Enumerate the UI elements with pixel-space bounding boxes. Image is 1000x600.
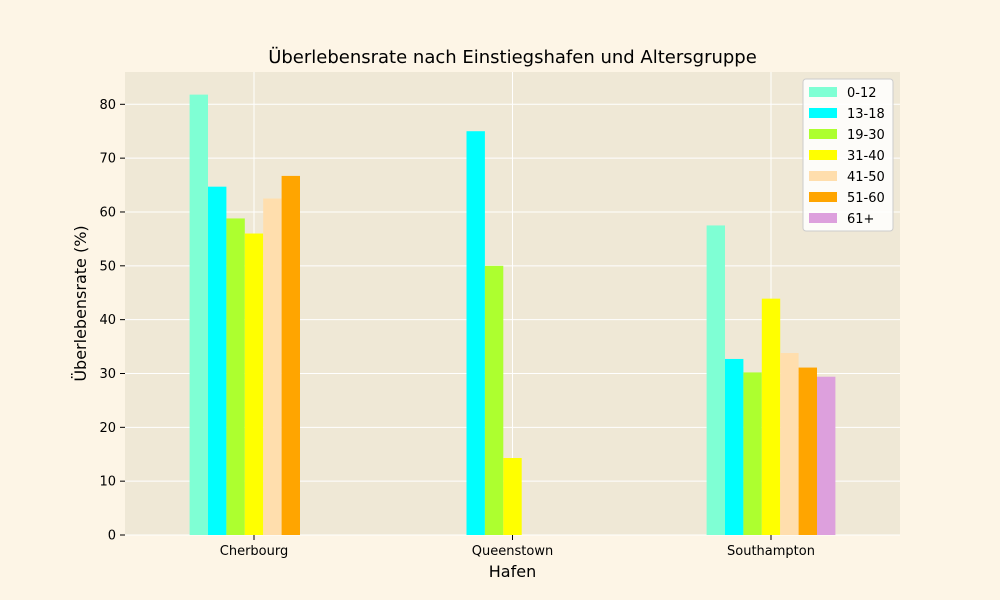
- bar-3140-southampton: [761, 298, 781, 535]
- legend-label: 19-30: [847, 128, 885, 143]
- axes: 0 10 20 30 40 50 60 70 80 Cherbourg Queenstown Sout…: [99, 98, 815, 559]
- y-tick-label: 20: [99, 421, 116, 436]
- y-tick-label: 0: [108, 529, 116, 544]
- y-tick-label: 60: [99, 205, 116, 220]
- bar-61-southampton: [817, 376, 836, 535]
- bar-1930-southampton: [743, 372, 762, 535]
- legend-label: 0-12: [847, 86, 877, 101]
- bar-3140-cherbourg: [244, 233, 264, 535]
- y-axis-title: Überlebensrate (%): [71, 225, 90, 381]
- legend-swatch: [809, 213, 837, 223]
- legend-label: 31-40: [847, 149, 885, 164]
- y-tick-label: 80: [99, 98, 116, 113]
- bar-1930-cherbourg: [226, 218, 245, 536]
- bar-012-southampton: [706, 225, 725, 536]
- bars: [189, 94, 836, 536]
- y-tick-label: 40: [99, 313, 116, 328]
- bar-1318-southampton: [725, 358, 744, 535]
- chart-title: Überlebensrate nach Einstiegshafen und A…: [268, 46, 757, 68]
- legend-label: 41-50: [847, 170, 885, 185]
- legend: 0-12 13-18 19-30 31-40 41-50 51-60 61+: [802, 78, 894, 232]
- legend-swatch: [809, 171, 837, 181]
- bar-5160-cherbourg: [281, 175, 300, 535]
- legend-swatch: [809, 129, 837, 139]
- bar-4150-southampton: [780, 353, 799, 535]
- bar-012-cherbourg: [189, 94, 208, 535]
- bar-3140-queenstown: [503, 458, 522, 535]
- y-tick-label: 10: [99, 475, 116, 490]
- bar-5160-southampton: [798, 367, 817, 535]
- legend-swatch: [809, 87, 837, 97]
- bar-4150-cherbourg: [263, 198, 282, 535]
- legend-swatch: [809, 150, 837, 160]
- bar-1318-queenstown: [466, 131, 485, 535]
- y-tick-label: 50: [99, 259, 116, 274]
- x-tick-label: Queenstown: [472, 544, 553, 559]
- legend-label: 61+: [847, 212, 874, 227]
- x-axis-title: Hafen: [489, 562, 536, 581]
- x-tick-label: Cherbourg: [220, 544, 288, 559]
- bar-1318-cherbourg: [208, 186, 227, 535]
- legend-swatch: [809, 108, 837, 118]
- legend-label: 51-60: [847, 191, 885, 206]
- bar-1930-queenstown: [484, 265, 504, 535]
- x-tick-label: Southampton: [727, 544, 815, 559]
- y-tick-label: 70: [99, 152, 116, 167]
- y-tick-label: 30: [99, 367, 116, 382]
- legend-swatch: [809, 192, 837, 202]
- legend-label: 13-18: [847, 107, 885, 122]
